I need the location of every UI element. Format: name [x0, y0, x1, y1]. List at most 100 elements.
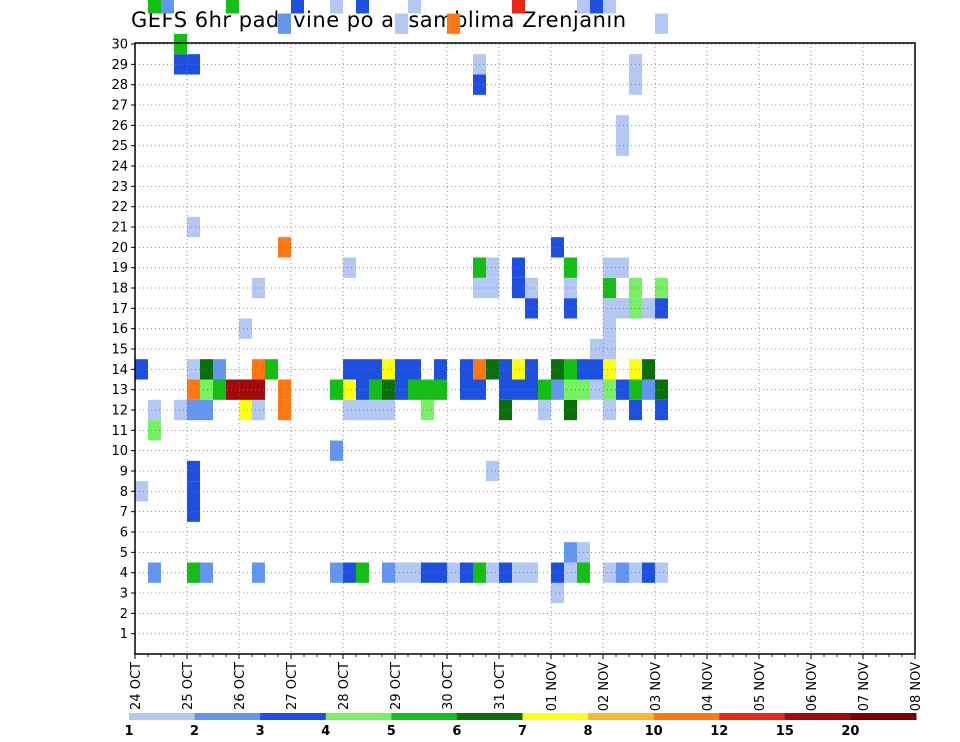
heatmap-cell	[343, 379, 356, 400]
heatmap-cell	[603, 359, 616, 380]
heatmap-cell	[551, 379, 564, 400]
heatmap-cell	[486, 460, 499, 482]
x-tick-label: 02 NOV	[597, 662, 612, 711]
y-tick-label: 21	[111, 221, 128, 236]
colorbar-swatch	[522, 713, 589, 720]
heatmap-cell	[356, 399, 369, 421]
heatmap-cell	[551, 582, 564, 604]
heatmap-cell	[564, 359, 577, 380]
x-tick-label: 07 NOV	[857, 662, 872, 711]
heatmap-cell	[538, 379, 551, 400]
heatmap-cell	[343, 257, 356, 278]
heatmap-cell	[343, 562, 356, 583]
x-tick-label: 31 OCT	[493, 662, 508, 710]
heatmap-cell	[616, 298, 629, 319]
heatmap-cell	[564, 277, 577, 299]
y-tick-label: 17	[111, 302, 128, 317]
heatmap-cell	[564, 379, 577, 400]
colorbar-label: 2	[190, 724, 199, 739]
y-tick-label: 18	[111, 282, 128, 297]
heatmap-cell	[603, 257, 616, 278]
heatmap-cell	[590, 338, 603, 360]
heatmap-cell	[616, 115, 629, 136]
y-tick-label: 10	[111, 444, 128, 459]
heatmap-cell	[395, 13, 408, 34]
heatmap-cell	[148, 562, 161, 583]
y-tick-label: 16	[111, 322, 128, 337]
heatmap-cell	[187, 501, 200, 522]
heatmap-cell	[174, 399, 187, 421]
heatmap-cell	[655, 562, 668, 583]
heatmap-cell	[356, 562, 369, 583]
y-tick-label: 30	[111, 38, 128, 53]
x-tick-label: 26 OCT	[233, 662, 248, 710]
heatmap-cell	[499, 562, 512, 583]
heatmap-cell	[642, 379, 655, 400]
x-tick-label: 03 NOV	[649, 662, 664, 711]
heatmap-cell	[564, 399, 577, 421]
heatmap-cell	[135, 481, 148, 502]
colorbar-swatch	[456, 713, 523, 720]
heatmap-cell	[174, 33, 187, 55]
y-tick-label: 12	[111, 404, 128, 419]
y-tick-label: 19	[111, 261, 128, 276]
heatmap-cell	[590, 359, 603, 380]
heatmap-cell	[200, 359, 213, 380]
heatmap-cell	[278, 379, 291, 400]
colorbar-swatch	[653, 713, 720, 720]
heatmap-cell	[434, 379, 447, 400]
heatmap-cell	[187, 399, 200, 421]
heatmap-cell	[330, 440, 343, 461]
heatmap-cell	[278, 399, 291, 421]
heatmap-cell	[655, 379, 668, 400]
heatmap-cell	[408, 0, 421, 14]
heatmap-cell	[330, 0, 343, 14]
heatmap-cells	[135, 0, 668, 604]
heatmap-cell	[603, 562, 616, 583]
x-tick-label: 28 OCT	[337, 662, 352, 710]
heatmap-cell	[252, 359, 265, 380]
colorbar-label: 4	[321, 724, 330, 739]
heatmap-cell	[460, 359, 473, 380]
heatmap-cell	[603, 399, 616, 421]
heatmap-cell	[434, 562, 447, 583]
x-tick-label: 05 NOV	[753, 662, 768, 711]
colorbar-label: 10	[645, 724, 663, 739]
heatmap-cell	[382, 379, 395, 400]
heatmap-cell	[486, 277, 499, 299]
heatmap-cell	[395, 359, 408, 380]
x-tick-label: 29 OCT	[389, 662, 404, 710]
heatmap-cell	[356, 0, 369, 14]
y-tick-label: 15	[111, 343, 128, 358]
heatmap-cell	[590, 0, 603, 14]
heatmap-cell	[278, 237, 291, 258]
heatmap-cell	[551, 359, 564, 380]
heatmap-cell	[148, 420, 161, 441]
heatmap-cell	[564, 542, 577, 563]
heatmap-cell	[603, 379, 616, 400]
heatmap-cell	[447, 562, 460, 583]
heatmap-cell	[187, 562, 200, 583]
colorbar-label: 5	[387, 724, 396, 739]
heatmap-cell	[616, 257, 629, 278]
heatmap-cell	[408, 359, 421, 380]
colorbar-swatch	[850, 713, 917, 720]
heatmap-cell	[603, 338, 616, 360]
heatmap-cell	[512, 0, 525, 14]
heatmap-cell	[382, 359, 395, 380]
heatmap-cell	[252, 277, 265, 299]
heatmap-cell	[642, 359, 655, 380]
heatmap-cell	[577, 0, 590, 14]
y-tick-label: 14	[111, 363, 128, 378]
heatmap-cell	[616, 135, 629, 156]
y-tick-label: 8	[120, 485, 128, 500]
heatmap-cell	[187, 460, 200, 482]
y-tick-label: 9	[120, 465, 128, 480]
heatmap-cell	[564, 562, 577, 583]
heatmap-cell	[642, 298, 655, 319]
heatmap-cell	[148, 0, 161, 14]
heatmap-cell	[239, 379, 252, 400]
heatmap-cell	[278, 13, 291, 34]
heatmap-cell	[187, 216, 200, 238]
